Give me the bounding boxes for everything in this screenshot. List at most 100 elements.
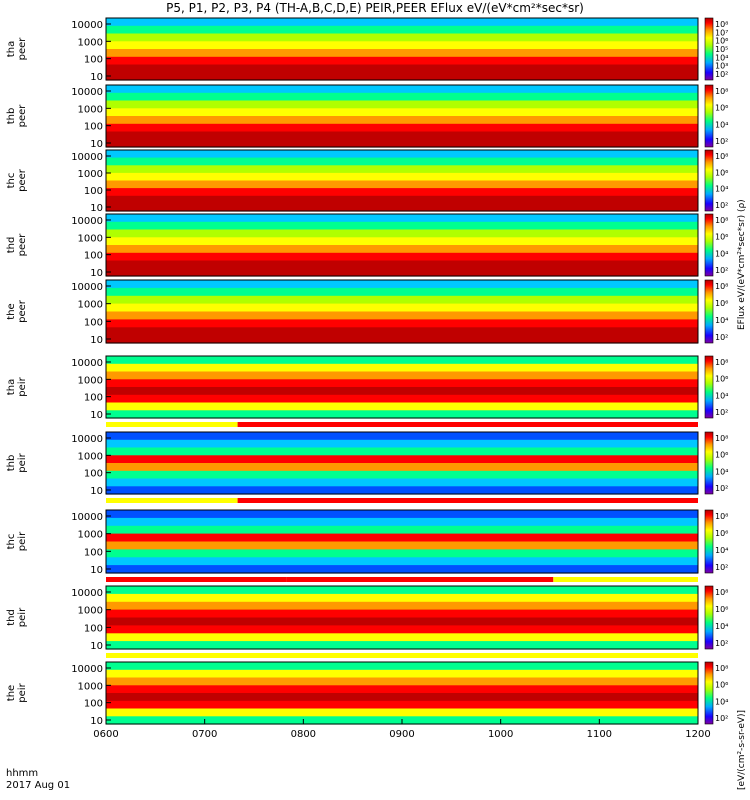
heatmap-band [106,237,698,246]
y-tick-label: 100 [84,122,103,133]
mode-bar-segment [237,422,698,427]
y-axis-label: peir [17,531,28,551]
heatmap-band [106,617,698,626]
heatmap-band [106,447,698,456]
colorbar-tick-label: 10⁴ [715,316,728,325]
colorbar-tick-label: 10⁸ [715,512,728,521]
colorbar-tick-label: 10⁸ [715,282,728,291]
colorbar-tick-label: 10⁶ [715,529,728,538]
heatmap-band [106,327,698,336]
colorbar-tick-label: 10⁶ [715,605,728,614]
heatmap-band [106,517,698,527]
x-tick-label: 1200 [685,729,710,740]
heatmap-band [106,131,698,140]
y-tick-label: 1000 [78,375,103,386]
panel-the-peer: 10000 1000 100 10 the peer 10⁸ 10⁶ 10⁴ 10² [6,279,728,346]
panel-frame [105,509,699,574]
colorbar-tick-label: 10² [715,484,728,493]
heatmap-band [106,319,698,328]
heatmap-band [106,72,698,81]
heatmap-band [106,463,698,472]
heatmap-band [106,586,698,595]
heatmap-band [106,486,698,495]
colorbar-tick-label: 10² [715,639,728,648]
panel-frame [105,431,699,495]
colorbar-tick-label: 10⁶ [715,104,728,113]
panel-thc-peir: 10000 1000 100 10 thc peir 10⁸ 10⁶ 10⁴ 10² [6,509,728,576]
panel-frame [105,149,699,212]
y-tick-label: 10000 [71,20,103,31]
y-axis-label: peer [17,37,28,61]
heatmap-band [106,363,698,373]
x-tick-label: 1100 [587,729,612,740]
colorbar-tick-label: 10⁴ [715,546,728,555]
x-tick-label: 1000 [488,729,513,740]
heatmap-band [106,439,698,449]
heatmap-band [106,287,698,297]
colorbar-tick-label: 10⁴ [715,467,728,476]
heatmap-band [106,303,698,313]
heatmap-band [106,18,698,27]
y-tick-label: 100 [84,623,103,634]
y-tick-label: 10 [90,565,103,576]
y-tick-label: 10 [90,486,103,497]
colorbar-tick-label: 10⁸ [715,216,728,225]
heatmap-band [106,139,698,148]
heatmap-band [106,221,698,231]
heatmap-band [106,356,698,365]
colorbar-tick-label: 10² [715,70,728,79]
y-tick-label: 100 [84,393,103,404]
y-tick-label: 10000 [71,588,103,599]
y-tick-label: 100 [84,55,103,66]
colorbar-tick-label: 10⁵ [715,45,728,54]
colorbar-units-label: [eV/(cm²-s-sr-eV)] [737,710,747,790]
heatmap-band [106,92,698,102]
heatmap-band [106,533,698,543]
y-tick-label: 10000 [71,216,103,227]
colorbar [704,585,714,650]
y-axis-label: peer [17,299,28,323]
heatmap-band [106,525,698,535]
heatmap-band [106,455,698,464]
panel-thb-peir: 10000 1000 100 10 thb peir 10⁸ 10⁶ 10⁴ 10² [6,431,728,497]
panel-frame [105,585,699,650]
mode-bar-segment [106,577,287,582]
panel-frame [105,17,699,81]
heatmap-band [106,252,698,262]
heatmap-band [106,379,698,388]
heatmap-band [106,180,698,189]
heatmap-band [106,165,698,174]
colorbar-tick-label: 10⁴ [715,622,728,631]
heatmap-band [106,565,698,574]
heatmap-band [106,268,698,277]
panel-tha-peir: 10000 1000 100 10 tha peir 10⁸ 10⁶ 10⁴ 10² [6,355,728,421]
colorbar-units-text: EFlux eV/(eV*cm²*sec*sr) (ρ) [737,199,747,330]
y-axis-label: peer [17,168,28,192]
heatmap-band [106,402,698,411]
panel-thb-peer: 10000 1000 100 10 thb peer 10⁸ 10⁶ 10⁴ 10² [6,84,728,150]
colorbar-tick-label: 10⁸ [715,20,728,29]
colorbar [704,431,714,495]
panel-the-peir: 10000 1000 100 10 the peir 10⁸ 10⁶ 10⁴ 10² [6,661,728,727]
y-tick-label: 10 [90,716,103,727]
y-tick-label: 1000 [78,681,103,692]
mode-bar-segment [106,422,238,427]
heatmap-band [106,625,698,634]
y-axis-label: the [6,303,17,319]
heatmap-band [106,633,698,642]
heatmap-band [106,195,698,204]
heatmap-band [106,685,698,694]
colorbar-tick-label: 10⁴ [715,391,728,400]
y-tick-label: 100 [84,547,103,558]
y-tick-label: 10 [90,72,103,83]
colorbar-tick-label: 10⁶ [715,233,728,242]
y-axis-label: peir [17,452,28,472]
heatmap-band [106,708,698,717]
colorbar-tick-label: 10⁸ [715,358,728,367]
x-tick-label: 0800 [291,729,316,740]
y-axis-label: peir [17,682,28,702]
colorbar [704,355,714,419]
colorbar-tick-label: 10² [715,201,728,210]
